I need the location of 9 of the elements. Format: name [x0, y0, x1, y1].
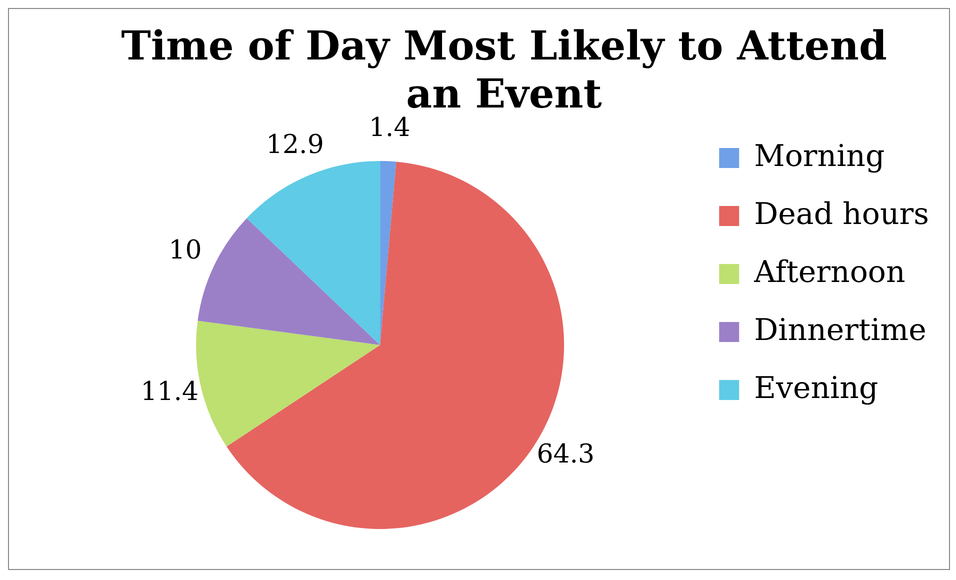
data-label: 64.3 — [536, 439, 595, 470]
legend-label: Dead hours — [754, 196, 929, 232]
legend-label: Morning — [754, 138, 885, 174]
legend-label: Evening — [754, 370, 878, 406]
legend-label: Dinnertime — [754, 312, 926, 348]
data-label: 11.4 — [140, 377, 199, 408]
data-label: 12.9 — [266, 130, 324, 160]
legend-label: Afternoon — [753, 254, 906, 290]
data-label: 10 — [168, 236, 202, 266]
